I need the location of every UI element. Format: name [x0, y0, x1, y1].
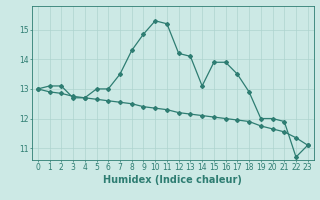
X-axis label: Humidex (Indice chaleur): Humidex (Indice chaleur) — [103, 175, 242, 185]
